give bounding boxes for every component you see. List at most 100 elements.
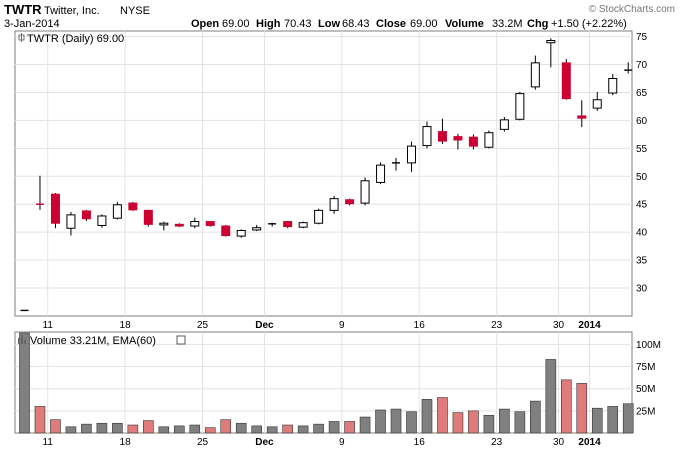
candle-body [174, 223, 184, 227]
price-y-tick: 45 [636, 200, 648, 211]
candle-body [81, 210, 91, 220]
volume-bar [344, 421, 355, 434]
quote-chg-label: Chg [527, 18, 548, 30]
volume-bar [359, 416, 371, 434]
price-candle [128, 202, 138, 211]
volume-bar [65, 426, 77, 434]
volume-bar [189, 424, 201, 434]
volume-bar [421, 399, 433, 434]
price-candle [236, 229, 246, 238]
volume-bar [530, 400, 541, 434]
candle-body [561, 62, 571, 100]
quote-low-label: Low [318, 18, 340, 30]
volume-y-tick: 75M [636, 362, 655, 373]
candle-body [143, 209, 153, 225]
price-candle [221, 224, 231, 237]
price-candle [66, 212, 76, 236]
price-candle [252, 224, 262, 232]
price-candle [329, 195, 339, 214]
volume-x-tick: 23 [491, 437, 503, 448]
volume-bar [297, 425, 309, 434]
volume-bar [328, 421, 340, 434]
volume-bar [390, 408, 402, 434]
quote-volume-label: Volume [445, 18, 484, 30]
price-y-tick: 40 [636, 228, 648, 239]
volume-legend: Volume 33.21M, EMA(60) [18, 335, 186, 347]
price-candle [624, 62, 633, 74]
header-exchange: NYSE [120, 5, 150, 17]
volume-x-tick: 25 [197, 437, 209, 448]
quote-volume-value: 33.2M [492, 18, 523, 30]
price-candle [530, 55, 540, 90]
price-candles [20, 38, 633, 312]
volume-bar [452, 412, 464, 434]
volume-bar [545, 359, 557, 434]
candle-body [453, 136, 463, 141]
volume-bar [483, 414, 495, 434]
price-y-tick: 70 [636, 60, 648, 71]
price-legend-text: TWTR (Daily) 69.00 [27, 33, 124, 45]
price-candle [97, 214, 107, 228]
volume-bar [143, 420, 154, 434]
volume-y-tick: 25M [636, 406, 655, 417]
price-x-tick: 18 [120, 320, 132, 331]
candle-body [314, 209, 324, 224]
header-symbol: TWTR [4, 2, 42, 17]
volume-bar [607, 406, 619, 434]
volume-bar [266, 426, 278, 434]
candle-body [437, 131, 447, 142]
volume-bar [251, 425, 262, 434]
volume-x-tick: 30 [553, 437, 565, 448]
candle-body [66, 214, 76, 229]
volume-bar [499, 408, 510, 434]
price-candle [159, 221, 169, 231]
volume-grid [15, 332, 632, 433]
price-y-tick: 50 [636, 172, 648, 183]
volume-x-tick: 18 [120, 437, 132, 448]
price-candle [190, 217, 200, 229]
volume-bar [112, 422, 123, 434]
price-candle [50, 193, 60, 229]
price-x-tick: 9 [339, 320, 345, 331]
volume-bar [204, 427, 216, 434]
price-y-tick: 60 [636, 116, 648, 127]
candle-body [159, 222, 169, 226]
candle-body [546, 40, 556, 44]
quote-open-value: 69.00 [222, 18, 250, 30]
volume-bar [96, 422, 108, 434]
candle-body [407, 145, 416, 164]
price-candle [345, 198, 355, 206]
candle-body [376, 164, 386, 183]
volume-y-tick: 50M [636, 384, 655, 395]
price-candle [112, 202, 122, 220]
candle-body [329, 198, 339, 211]
quote-high-value: 70.43 [284, 18, 312, 30]
price-x-axis: 11 18 25 Dec 9 16 23 30 2014 [43, 320, 602, 331]
price-candle [205, 221, 215, 227]
candle-body [128, 202, 138, 211]
price-y-tick: 35 [636, 256, 648, 267]
price-candle [314, 208, 324, 225]
candle-body [221, 225, 231, 237]
price-y-tick: 65 [636, 88, 648, 99]
volume-y-tick: 100M [636, 340, 661, 351]
candle-body [468, 136, 478, 147]
price-candle [577, 100, 587, 128]
candle-body [530, 62, 540, 88]
price-x-tick: 16 [414, 320, 426, 331]
candle-body [577, 115, 587, 119]
candle-body [484, 132, 494, 148]
price-y-tick: 55 [636, 144, 648, 155]
candle-body [236, 230, 246, 237]
quote-high-label: High [256, 18, 281, 30]
price-grid [15, 31, 632, 316]
price-candle [592, 91, 602, 111]
price-candle [298, 221, 308, 229]
price-candle [499, 117, 509, 132]
price-x-tick: Dec [255, 320, 274, 331]
price-candle [484, 130, 494, 149]
volume-bar [591, 407, 603, 434]
volume-x-tick: 11 [43, 437, 54, 448]
volume-bar [622, 403, 634, 434]
